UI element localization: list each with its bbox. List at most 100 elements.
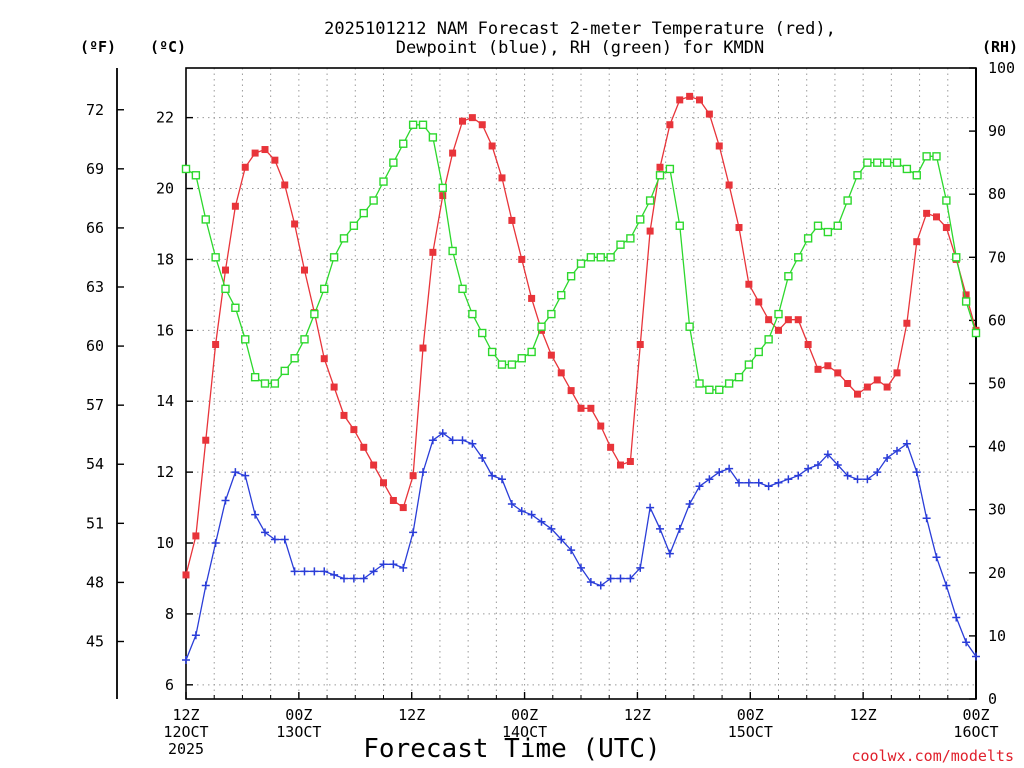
celsius-axis: 6 8 10 12 14 16 18 20 22 <box>156 109 193 694</box>
2-meter-temperature-point <box>913 238 921 246</box>
celsius-tick-label: 20 <box>156 180 174 198</box>
dewpoint-point <box>972 652 980 661</box>
title-line-2: Dewpoint (blue), RH (green) for KMDN <box>396 38 764 58</box>
2-meter-temperature-point <box>676 96 684 104</box>
rh-unit-label: (RH) <box>982 38 1018 56</box>
rh-point <box>399 139 408 148</box>
2-meter-temperature-point <box>202 436 210 444</box>
rh-tick-label: 80 <box>988 185 1006 203</box>
time-tick-label: 16OCT <box>953 723 998 741</box>
2-meter-temperature-point <box>686 92 694 100</box>
2-meter-temperature-point <box>883 383 891 391</box>
2-meter-temperature-point <box>320 355 328 363</box>
rh-point <box>576 259 586 268</box>
x-axis-label: Forecast Time (UTC) <box>363 734 660 764</box>
rh-point <box>408 120 418 129</box>
dewpoint-point <box>567 546 576 555</box>
rh-point <box>517 354 526 363</box>
fahrenheit-tick-label: 45 <box>86 632 104 650</box>
dewpoint-point <box>626 574 635 583</box>
dewpoint-point <box>665 549 674 558</box>
fahrenheit-tick-label: 63 <box>86 278 104 296</box>
2-meter-temperature-point <box>231 202 239 210</box>
time-tick-label: 00Z <box>511 706 538 724</box>
dewpoint-point <box>833 461 842 470</box>
rh-point <box>586 253 596 262</box>
dewpoint-point <box>893 446 901 455</box>
rh-point <box>250 372 260 382</box>
rh-point <box>339 234 349 243</box>
rh-point <box>438 183 447 193</box>
rh-point <box>843 196 852 205</box>
2-meter-temperature-point <box>745 280 753 288</box>
2-meter-temperature-point <box>784 316 792 324</box>
dewpoint-point <box>932 553 941 562</box>
rh-point <box>270 379 280 388</box>
rh-point <box>922 152 931 161</box>
rh-point <box>863 158 872 167</box>
fahrenheit-tick-label: 48 <box>86 573 104 591</box>
rh-line <box>185 124 977 391</box>
celsius-tick-label: 10 <box>156 534 174 552</box>
time-tick-label: 12OCT <box>163 723 208 741</box>
fahrenheit-unit-label: (ºF) <box>80 38 116 56</box>
2-meter-temperature-point <box>271 156 279 164</box>
dewpoint-point <box>458 436 467 445</box>
rh-point <box>527 347 536 357</box>
rh-point <box>952 253 961 262</box>
2-meter-temperature-point <box>854 390 861 398</box>
2-meter-temperature-point <box>863 383 871 391</box>
rh-point <box>606 253 615 262</box>
dewpoint-point <box>468 439 477 448</box>
time-tick-label: 13OCT <box>276 723 321 741</box>
rh-point <box>280 366 289 376</box>
2-meter-temperature-point <box>626 457 634 465</box>
dewpoint-point <box>280 535 289 544</box>
time-tick-label: 00Z <box>962 706 989 724</box>
dewpoint-point <box>537 517 546 526</box>
celsius-tick-label: 6 <box>165 676 174 694</box>
2-meter-temperature-point <box>844 380 852 387</box>
dewpoint-point <box>636 563 645 572</box>
2-meter-temperature-point <box>636 341 644 349</box>
rh-point <box>823 227 833 237</box>
rh-point <box>734 372 744 382</box>
2-meter-temperature-point <box>281 181 289 189</box>
dewpoint-point <box>606 574 615 583</box>
2-meter-temperature-point <box>755 298 763 306</box>
dewpoint-point <box>507 500 516 509</box>
dewpoint-point <box>577 563 585 572</box>
rh-point <box>764 335 773 344</box>
dewpoint-point <box>182 656 190 665</box>
2-meter-temperature-point <box>468 114 476 122</box>
2-meter-temperature-point <box>370 461 378 469</box>
rh-point <box>596 253 605 262</box>
rh-point <box>892 158 902 167</box>
rh-axis: 0 10 20 30 40 50 60 70 80 90 100 <box>969 59 1015 708</box>
2-meter-temperature-point <box>607 443 615 451</box>
2-meter-temperature-point <box>765 316 773 324</box>
rh-point <box>428 133 438 142</box>
rh-point <box>882 158 892 167</box>
rh-point <box>181 164 191 174</box>
dewpoint-point <box>596 581 605 590</box>
2-meter-temperature-point <box>330 383 338 391</box>
rh-point <box>705 385 714 395</box>
2-meter-temperature-point <box>389 496 397 504</box>
dewpoint-point <box>784 475 793 484</box>
2-meter-temperature-point <box>557 369 565 377</box>
2-meter-temperature-point <box>567 387 575 395</box>
time-tick-label: 2025 <box>168 740 204 758</box>
rh-point <box>626 234 635 243</box>
2-meter-temperature-point <box>696 96 703 104</box>
dewpoint-point <box>725 464 734 473</box>
rh-point <box>833 221 842 230</box>
2-meter-temperature-point <box>933 213 940 221</box>
rh-point <box>349 221 359 230</box>
fahrenheit-tick-label: 72 <box>86 101 104 119</box>
dewpoint-point <box>547 524 556 533</box>
dewpoint-series <box>182 429 980 665</box>
dewpoint-point <box>744 478 753 487</box>
2-meter-temperature-point <box>301 266 308 274</box>
dewpoint-point <box>428 436 437 445</box>
